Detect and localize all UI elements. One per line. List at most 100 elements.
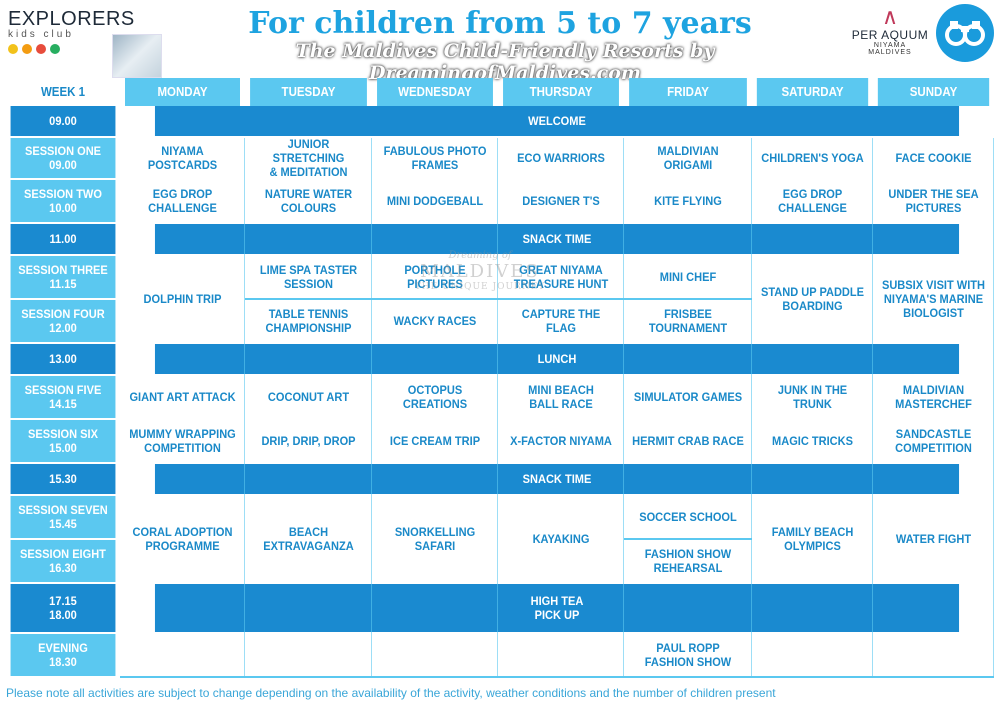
logo-dots-icon	[8, 44, 118, 54]
watermark-line-2: MALDIVES	[420, 261, 540, 282]
lunch-time: 13.00	[10, 344, 116, 374]
evening-fri: PAUL ROPP FASHION SHOW	[629, 634, 747, 676]
column-divider	[497, 138, 498, 676]
activity-s6-fri: HERMIT CRAB RACE	[629, 420, 747, 462]
activity-s1-wed: FABULOUS PHOTO FRAMES	[377, 138, 493, 178]
week-label: WEEK 1	[10, 78, 116, 106]
welcome-band: WELCOME	[154, 106, 960, 136]
activity-s3-fri: MINI CHEF	[629, 256, 747, 298]
activity-s78-thu: KAYAKING	[503, 496, 619, 582]
logo-subtitle: kids club	[8, 29, 74, 40]
evening-sun	[877, 634, 990, 676]
activity-s78-sat: FAMILY BEACH OLYMPICS	[756, 496, 869, 582]
activity-s34-sun: SUBSIX VISIT WITH NIYAMA'S MARINE BIOLOG…	[877, 256, 990, 342]
session-five-label: SESSION FIVE 14.15	[10, 376, 116, 418]
day-header-thursday: THURSDAY	[503, 78, 619, 106]
column-divider	[751, 138, 752, 676]
high-tea-time: 17.15	[10, 584, 116, 608]
brand-logo: ∧ PER AQUUM NIYAMA MALDIVES	[850, 4, 930, 57]
day-header-tuesday: TUESDAY	[250, 78, 367, 106]
disclaimer-footnote: Please note all activities are subject t…	[6, 686, 776, 700]
activity-s7-fri: SOCCER SCHOOL	[629, 496, 747, 538]
activity-s3-wed: PORTHOLE PICTURES	[377, 256, 493, 298]
high-tea-band: HIGH TEA	[154, 584, 960, 608]
evening-tue	[250, 634, 367, 676]
watermark-line-3: THE UNIQUE JOURNEY	[414, 282, 546, 292]
activity-s78-wed: SNORKELLING SAFARI	[377, 496, 493, 582]
logo-title: EXPLORERS	[8, 8, 135, 30]
session-six-label: SESSION SIX 15.00	[10, 420, 116, 462]
activity-s2-mon: EGG DROP CHALLENGE	[125, 180, 240, 222]
activity-s5-sat: JUNK IN THE TRUNK	[756, 376, 869, 418]
brand-location: NIYAMA	[873, 42, 907, 49]
day-header-saturday: SATURDAY	[756, 78, 869, 106]
activity-s1-sun: FACE COOKIE	[877, 138, 990, 178]
evening-label: EVENING 18.30	[10, 634, 116, 676]
evening-mon	[125, 634, 240, 676]
column-divider	[872, 138, 873, 676]
bottom-border	[120, 676, 994, 678]
lunch-band: LUNCH	[154, 344, 960, 374]
evening-thu	[503, 634, 619, 676]
activity-s3-thu: GREAT NIYAMA TREASURE HUNT	[503, 256, 619, 298]
activity-s34-sat: STAND UP PADDLE BOARDING	[756, 256, 869, 342]
activity-s6-tue: DRIP, DRIP, DROP	[250, 420, 367, 462]
session-eight-label: SESSION EIGHT 16.30	[10, 540, 116, 582]
activity-s5-fri: SIMULATOR GAMES	[629, 376, 747, 418]
schedule-table: WEEK 1 MONDAY TUESDAY WEDNESDAY THURSDAY…	[6, 78, 994, 678]
right-border	[993, 138, 994, 676]
activity-s2-fri: KITE FLYING	[629, 180, 747, 222]
pick-up-time: 18.00	[10, 608, 116, 632]
activity-s2-sun: UNDER THE SEA PICTURES	[877, 180, 990, 222]
snack-time-2-time: 15.30	[10, 464, 116, 494]
activity-s5-sun: MALDIVIAN MASTERCHEF	[877, 376, 990, 418]
page-title: For children from 5 to 7 years	[248, 6, 752, 41]
column-divider	[371, 138, 372, 676]
pick-up-band: PICK UP	[154, 608, 960, 632]
watermark-line-1: Dreaming of	[448, 250, 512, 261]
activity-s2-tue: NATURE WATER COLOURS	[250, 180, 367, 222]
activity-s4-fri: FRISBEE TOURNAMENT	[629, 300, 747, 342]
welcome-time: 09.00	[10, 106, 116, 136]
day-header-wednesday: WEDNESDAY	[377, 78, 493, 106]
brand-country: MALDIVES	[868, 49, 912, 56]
binoculars-icon	[936, 4, 994, 62]
activity-s6-sun: SANDCASTLE COMPETITION	[877, 420, 990, 462]
brand-name: PER AQUUM	[851, 28, 929, 42]
resort-photo-thumbnail	[112, 34, 162, 78]
snack-time-1-band: SNACK TIME	[154, 224, 960, 254]
column-divider	[244, 138, 245, 676]
activity-s8-fri: FASHION SHOW REHEARSAL	[629, 540, 747, 582]
activity-s2-wed: MINI DODGEBALL	[377, 180, 493, 222]
evening-sat	[756, 634, 869, 676]
activity-s78-tue: BEACH EXTRAVAGANZA	[250, 496, 367, 582]
evening-wed	[377, 634, 493, 676]
activity-s3-tue: LIME SPA TASTER SESSION	[250, 256, 367, 298]
activity-s5-tue: COCONUT ART	[250, 376, 367, 418]
day-header-monday: MONDAY	[125, 78, 240, 106]
brand-symbol-icon: ∧	[881, 4, 899, 29]
activity-s78-sun: WATER FIGHT	[877, 496, 990, 582]
row-divider	[245, 298, 752, 300]
activity-s6-wed: ICE CREAM TRIP	[377, 420, 493, 462]
activity-s4-wed: WACKY RACES	[377, 300, 493, 342]
watermark-logo: Dreaming of MALDIVES THE UNIQUE JOURNEY	[400, 250, 560, 298]
activity-s5-mon: GIANT ART ATTACK	[125, 376, 240, 418]
activity-s6-mon: MUMMY WRAPPING COMPETITION	[125, 420, 240, 462]
day-header-sunday: SUNDAY	[877, 78, 990, 106]
activity-s6-sat: MAGIC TRICKS	[756, 420, 869, 462]
snack-time-1-time: 11.00	[10, 224, 116, 254]
day-header-friday: FRIDAY	[629, 78, 747, 106]
activity-s78-mon: CORAL ADOPTION PROGRAMME	[125, 496, 240, 582]
activity-s1-thu: ECO WARRIORS	[503, 138, 619, 178]
activity-s4-tue: TABLE TENNIS CHAMPIONSHIP	[250, 300, 367, 342]
session-two-label: SESSION TWO 10.00	[10, 180, 116, 222]
activity-s1-tue: JUNIOR STRETCHING & MEDITATION	[250, 137, 367, 179]
session-seven-label: SESSION SEVEN 15.45	[10, 496, 116, 538]
row-divider	[624, 538, 752, 540]
activity-s34-mon: DOLPHIN TRIP	[125, 256, 240, 342]
activity-s5-wed: OCTOPUS CREATIONS	[377, 376, 493, 418]
session-one-label: SESSION ONE 09.00	[10, 138, 116, 178]
activity-s4-thu: CAPTURE THE FLAG	[503, 300, 619, 342]
activity-s5-thu: MINI BEACH BALL RACE	[503, 376, 619, 418]
